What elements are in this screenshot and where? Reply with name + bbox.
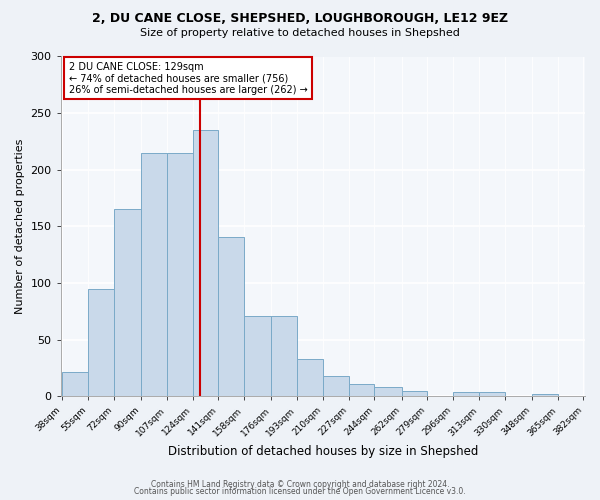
Bar — [532, 394, 558, 396]
Bar — [297, 359, 323, 397]
Bar — [349, 384, 374, 396]
Bar — [218, 236, 244, 396]
Bar — [401, 391, 427, 396]
Bar — [62, 372, 88, 396]
Bar — [323, 376, 349, 396]
Text: Contains public sector information licensed under the Open Government Licence v3: Contains public sector information licen… — [134, 488, 466, 496]
Bar — [244, 316, 271, 396]
Text: Size of property relative to detached houses in Shepshed: Size of property relative to detached ho… — [140, 28, 460, 38]
Text: Contains HM Land Registry data © Crown copyright and database right 2024.: Contains HM Land Registry data © Crown c… — [151, 480, 449, 489]
Text: 2 DU CANE CLOSE: 129sqm
← 74% of detached houses are smaller (756)
26% of semi-d: 2 DU CANE CLOSE: 129sqm ← 74% of detache… — [68, 62, 307, 95]
Bar — [88, 289, 114, 397]
Bar — [271, 316, 297, 396]
Bar — [479, 392, 505, 396]
Bar — [193, 130, 218, 396]
X-axis label: Distribution of detached houses by size in Shepshed: Distribution of detached houses by size … — [167, 444, 478, 458]
Bar — [374, 388, 401, 396]
Bar — [167, 153, 193, 396]
Text: 2, DU CANE CLOSE, SHEPSHED, LOUGHBOROUGH, LE12 9EZ: 2, DU CANE CLOSE, SHEPSHED, LOUGHBOROUGH… — [92, 12, 508, 26]
Bar — [114, 210, 141, 396]
Bar — [453, 392, 479, 396]
Y-axis label: Number of detached properties: Number of detached properties — [15, 139, 25, 314]
Bar — [141, 153, 167, 396]
